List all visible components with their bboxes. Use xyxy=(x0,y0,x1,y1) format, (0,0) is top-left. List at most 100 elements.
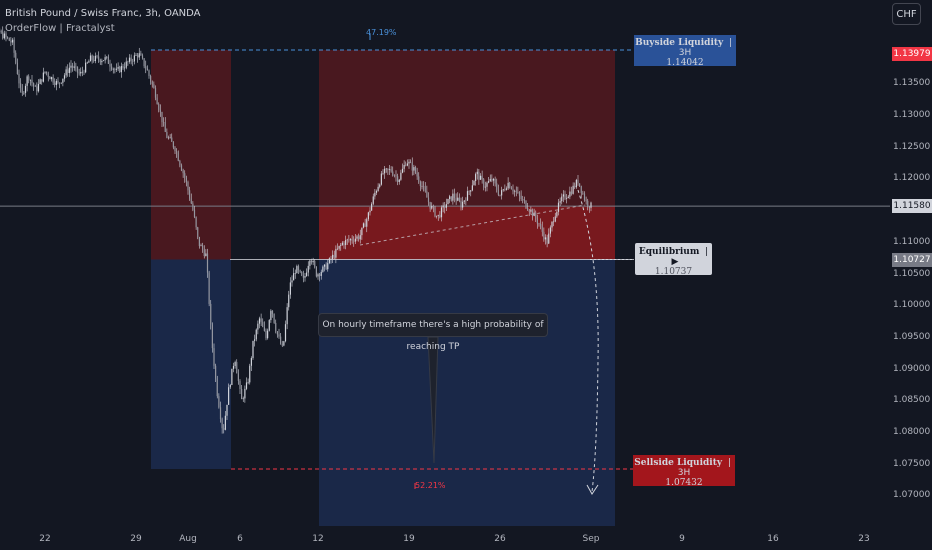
candle-body xyxy=(406,163,408,166)
trend-line xyxy=(359,204,586,246)
candle-body xyxy=(291,280,293,283)
candle-body xyxy=(44,71,46,73)
candle-body xyxy=(24,85,27,93)
candle-body xyxy=(574,185,576,188)
candle-body xyxy=(317,274,319,277)
time-tick: 9 xyxy=(679,534,685,544)
candle-body xyxy=(471,185,473,191)
time-tick: 12 xyxy=(312,534,324,544)
candle-body xyxy=(553,221,555,223)
candle-body xyxy=(20,83,22,88)
candle-body xyxy=(2,31,4,39)
candle-body xyxy=(557,202,560,212)
discount-zone-right xyxy=(319,259,615,526)
candle-body xyxy=(247,382,249,383)
candle-body xyxy=(89,55,92,62)
candle-body xyxy=(309,260,311,266)
candle-body xyxy=(341,242,343,245)
currency-button[interactable]: CHF xyxy=(892,3,921,25)
candle-body xyxy=(185,177,187,183)
candle-body xyxy=(546,237,548,244)
candle-body xyxy=(559,201,561,203)
candle-body xyxy=(3,33,5,39)
candle-body xyxy=(122,66,124,69)
candle-body xyxy=(486,182,488,187)
candle-body xyxy=(280,336,282,344)
candle-body xyxy=(319,274,321,276)
candle-body xyxy=(242,398,244,400)
candle-body xyxy=(88,61,90,63)
candle-body xyxy=(514,190,516,192)
candle-body xyxy=(307,265,309,273)
candle-body xyxy=(275,322,277,332)
candle-body xyxy=(523,199,525,201)
candle-body xyxy=(241,389,243,400)
candle-body xyxy=(569,191,571,197)
time-tick: 23 xyxy=(858,534,870,544)
candle-body xyxy=(154,88,157,98)
candle-body xyxy=(145,66,147,69)
candle-body xyxy=(219,407,222,420)
candle-body xyxy=(270,310,272,321)
sellside-timeframe: 3H xyxy=(677,468,691,478)
candle-body xyxy=(481,175,483,180)
candle-body xyxy=(156,97,158,105)
candle-body xyxy=(585,200,587,201)
candle-body xyxy=(10,40,12,43)
candle-body xyxy=(527,208,529,211)
candle-body xyxy=(150,76,152,82)
price-tick: 1.09500 xyxy=(893,331,931,342)
candle-body xyxy=(73,66,75,68)
candle-body xyxy=(499,194,501,196)
buyside-value: 1.14042 xyxy=(666,58,704,68)
sellside-title: Sellside Liquidity xyxy=(634,458,723,468)
equilibrium-value: 1.10737 xyxy=(654,267,693,277)
candle-body xyxy=(541,225,543,232)
candle-body xyxy=(580,185,582,193)
candle-body xyxy=(588,206,590,208)
candle-body xyxy=(193,209,196,217)
candle-body xyxy=(98,56,100,60)
time-tick: 22 xyxy=(39,534,51,544)
candle-body xyxy=(101,60,103,63)
candle-body xyxy=(146,68,148,71)
candle-body xyxy=(83,71,85,73)
price-tick: 1.13000 xyxy=(893,110,931,121)
candle-body xyxy=(548,233,550,244)
time-tick: Aug xyxy=(179,534,197,544)
candle-body xyxy=(405,164,407,166)
equilibrium-label: Equilibrium | ▶ 1.10737 xyxy=(635,243,712,277)
candle-body xyxy=(257,323,259,330)
candle-body xyxy=(483,179,485,188)
candle-body xyxy=(224,415,226,430)
candle-body xyxy=(236,362,238,374)
candle-body xyxy=(385,168,387,170)
candle-body xyxy=(533,212,535,217)
candle-body xyxy=(208,272,210,304)
candle-body xyxy=(137,55,139,58)
candle-body xyxy=(336,248,339,250)
candle-body xyxy=(466,191,469,201)
buyside-price-tag: 1.13979 xyxy=(892,47,932,61)
candle-body xyxy=(488,181,490,183)
candle-body xyxy=(16,62,18,75)
candle-body xyxy=(283,341,285,346)
candle-body xyxy=(80,71,82,74)
candle-body xyxy=(28,76,30,80)
candle-body xyxy=(221,419,223,429)
candle-body xyxy=(159,109,161,112)
candle-body xyxy=(263,326,265,331)
price-tick: 1.12000 xyxy=(893,173,931,184)
candle-body xyxy=(180,165,183,171)
candle-body xyxy=(468,191,470,192)
candle-body xyxy=(166,131,168,138)
candle-body xyxy=(504,189,506,190)
candle-body xyxy=(455,198,457,201)
candle-body xyxy=(369,210,371,213)
candle-body xyxy=(33,83,35,87)
price-tick: 1.10500 xyxy=(893,268,931,279)
candle-body xyxy=(484,186,486,188)
candle-body xyxy=(536,218,538,224)
